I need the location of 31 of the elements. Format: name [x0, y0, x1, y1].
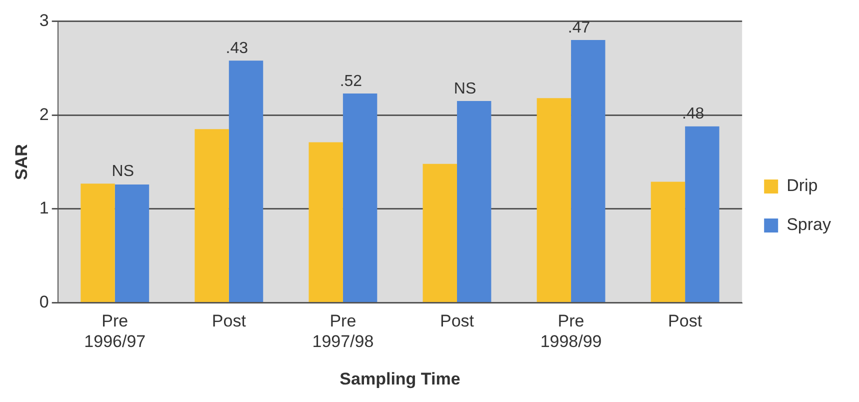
y-tick-label: 3 [39, 10, 49, 30]
y-tick-label: 2 [39, 104, 49, 124]
x-axis-title: Sampling Time [340, 369, 460, 388]
bar [194, 129, 229, 302]
bar [114, 184, 150, 302]
bar [685, 126, 720, 302]
bar [456, 100, 492, 302]
bar [571, 40, 606, 302]
x-tick-label: Post [440, 312, 474, 331]
annotation: .47 [568, 19, 590, 36]
y-tick-label: 1 [39, 198, 49, 218]
bar [422, 164, 457, 302]
x-tick-label: Post [212, 312, 246, 331]
y-axis-title: SAR [12, 144, 31, 180]
legend-label: Drip [786, 176, 818, 196]
x-tick-label: Post [668, 312, 702, 331]
annotation: .43 [226, 40, 248, 58]
y-tick-label: 0 [39, 292, 49, 312]
x-tick-label: Pre 1997/98 [312, 312, 374, 352]
bar [536, 98, 572, 302]
legend-label: Spray [786, 215, 832, 234]
bar [342, 93, 378, 302]
bar [650, 182, 686, 302]
x-tick-label: Pre 1996/97 [84, 312, 146, 352]
bar [228, 60, 264, 302]
annotation: NS [112, 162, 134, 180]
annotation: .52 [340, 72, 362, 90]
x-tick-label: Pre 1998/99 [540, 312, 602, 352]
annotation: NS [454, 80, 476, 98]
bar [308, 142, 343, 302]
bar [80, 184, 115, 302]
